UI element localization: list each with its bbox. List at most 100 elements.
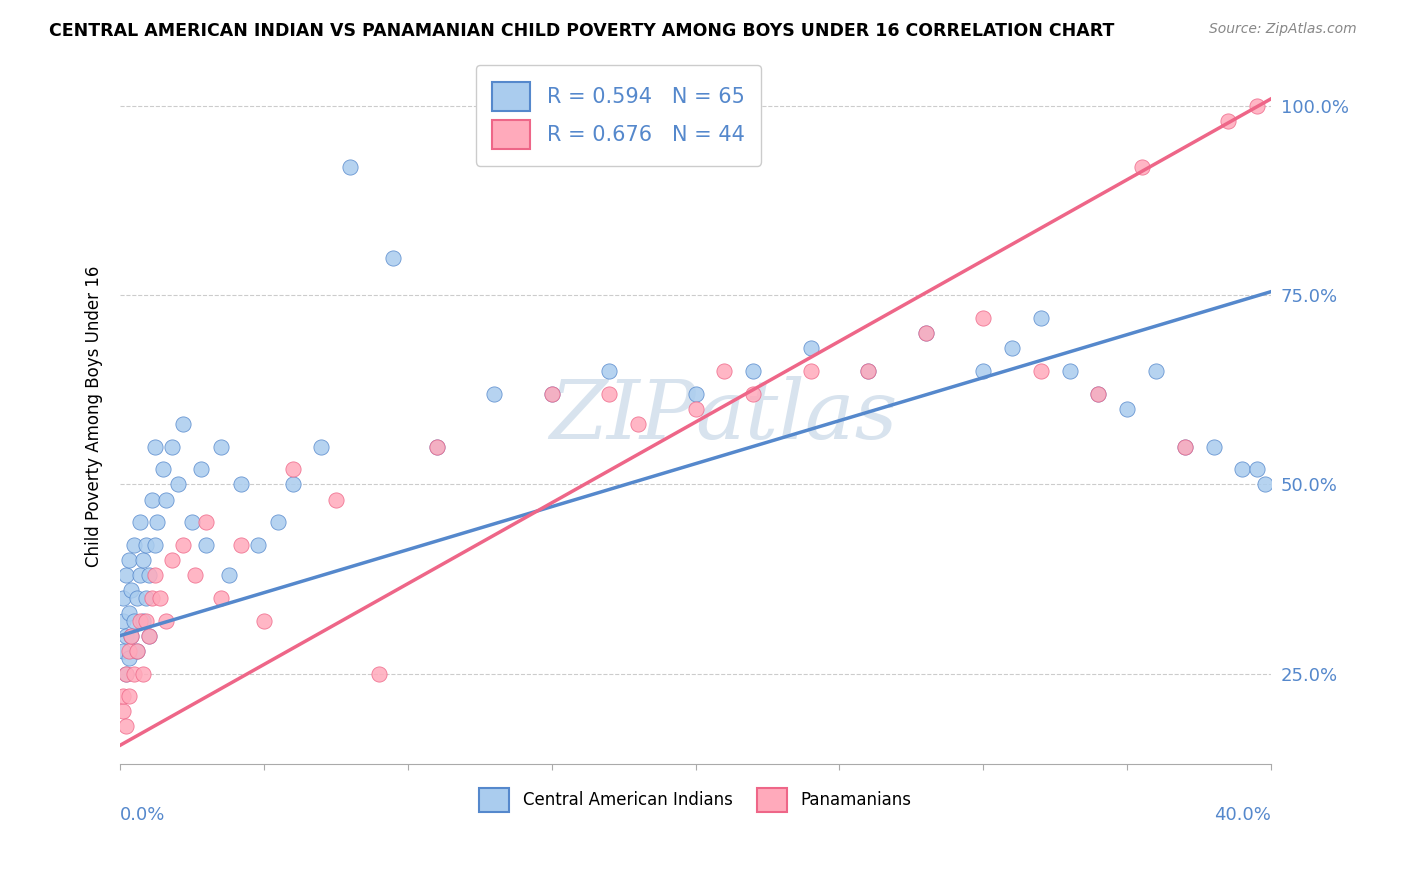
Point [132, 614, 155, 628]
Point [1087, 386, 1109, 401]
Text: 40.0%: 40.0% [1215, 806, 1271, 824]
Point [127, 644, 149, 658]
Point [121, 629, 143, 643]
Point [138, 629, 160, 643]
Point [482, 386, 505, 401]
Point [180, 516, 202, 530]
Point [184, 568, 207, 582]
Point [267, 516, 290, 530]
Point [114, 568, 136, 582]
Point [160, 553, 183, 567]
Point [121, 629, 143, 643]
Point [111, 690, 134, 704]
Point [685, 401, 707, 416]
Point [229, 538, 252, 552]
Point [143, 568, 166, 582]
Point [1246, 462, 1268, 476]
Point [800, 364, 823, 378]
Point [135, 591, 157, 605]
Point [143, 440, 166, 454]
Point [281, 477, 304, 491]
Point [146, 516, 169, 530]
Point [127, 591, 149, 605]
Point [425, 440, 447, 454]
Point [132, 666, 155, 681]
Point [160, 440, 183, 454]
Text: atlas: atlas [696, 376, 898, 457]
Point [172, 417, 194, 431]
Point [172, 538, 194, 552]
Point [129, 568, 152, 582]
Point [972, 364, 994, 378]
Point [1029, 311, 1052, 326]
Point [152, 462, 174, 476]
Text: 0.0%: 0.0% [120, 806, 166, 824]
Point [155, 492, 177, 507]
Point [1116, 401, 1139, 416]
Point [111, 614, 134, 628]
Point [117, 553, 139, 567]
Point [1246, 99, 1268, 113]
Point [111, 704, 134, 718]
Point [117, 690, 139, 704]
Text: Source: ZipAtlas.com: Source: ZipAtlas.com [1209, 22, 1357, 37]
Point [124, 614, 146, 628]
Point [311, 440, 333, 454]
Point [914, 326, 936, 341]
Point [229, 477, 252, 491]
Point [135, 614, 157, 628]
Point [190, 462, 212, 476]
Point [138, 629, 160, 643]
Point [247, 538, 270, 552]
Legend: Central American Indians, Panamanians: Central American Indians, Panamanians [472, 781, 918, 819]
Point [800, 342, 823, 356]
Point [742, 386, 765, 401]
Point [132, 553, 155, 567]
Point [339, 160, 361, 174]
Point [141, 492, 163, 507]
Point [141, 591, 163, 605]
Point [195, 516, 218, 530]
Point [117, 651, 139, 665]
Point [155, 614, 177, 628]
Point [1087, 386, 1109, 401]
Point [1174, 440, 1197, 454]
Point [253, 614, 276, 628]
Point [1232, 462, 1254, 476]
Point [1144, 364, 1167, 378]
Point [195, 538, 218, 552]
Point [425, 440, 447, 454]
Point [598, 364, 620, 378]
Point [914, 326, 936, 341]
Point [143, 538, 166, 552]
Y-axis label: Child Poverty Among Boys Under 16: Child Poverty Among Boys Under 16 [86, 266, 103, 567]
Point [281, 462, 304, 476]
Point [713, 364, 735, 378]
Point [1029, 364, 1052, 378]
Point [1202, 440, 1225, 454]
Point [138, 568, 160, 582]
Point [124, 538, 146, 552]
Point [598, 386, 620, 401]
Point [382, 251, 405, 265]
Point [368, 666, 391, 681]
Point [1254, 477, 1277, 491]
Point [121, 583, 143, 598]
Text: CENTRAL AMERICAN INDIAN VS PANAMANIAN CHILD POVERTY AMONG BOYS UNDER 16 CORRELAT: CENTRAL AMERICAN INDIAN VS PANAMANIAN CH… [49, 22, 1115, 40]
Point [127, 644, 149, 658]
Point [135, 538, 157, 552]
Point [117, 644, 139, 658]
Point [856, 364, 879, 378]
Point [111, 644, 134, 658]
Point [124, 666, 146, 681]
Point [129, 516, 152, 530]
Point [166, 477, 188, 491]
Point [1130, 160, 1153, 174]
Point [1001, 342, 1024, 356]
Point [114, 666, 136, 681]
Point [1216, 114, 1239, 128]
Point [117, 606, 139, 620]
Point [627, 417, 650, 431]
Text: ZIP: ZIP [548, 376, 696, 457]
Point [114, 666, 136, 681]
